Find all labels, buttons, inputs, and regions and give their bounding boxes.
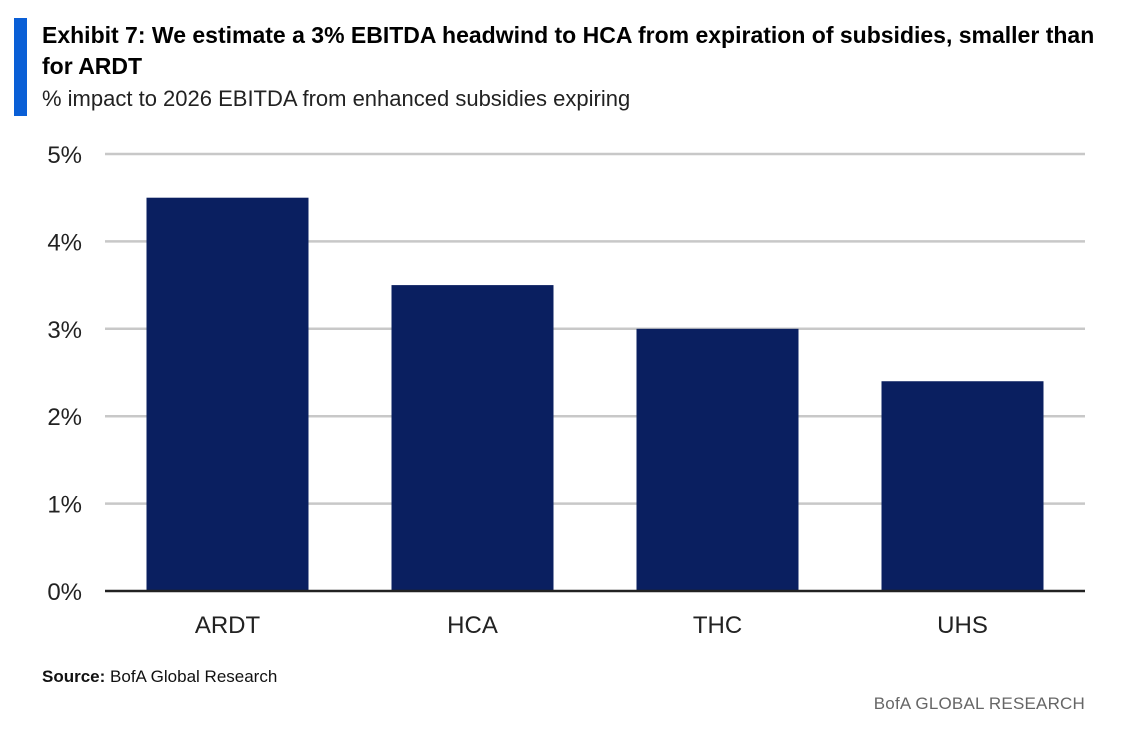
bar [146,197,309,591]
y-tick-label: 4% [47,229,82,256]
source-note: Source: BofA Global Research [42,667,277,687]
y-tick-label: 5% [47,142,82,169]
x-tick-label: ARDT [195,612,261,639]
y-tick-label: 1% [47,492,82,519]
bar [881,381,1044,591]
source-text: BofA Global Research [110,667,278,686]
y-tick-label: 0% [47,579,82,606]
x-tick-label: UHS [937,612,988,639]
brand-watermark: BofA GLOBAL RESEARCH [873,694,1085,713]
bar [391,285,554,591]
chart-title: Exhibit 7: We estimate a 3% EBITDA headw… [42,22,1095,79]
bar [636,328,799,591]
x-tick-label: THC [693,612,742,639]
y-tick-label: 2% [47,404,82,431]
x-tick-label: HCA [447,612,498,639]
accent-bar [14,18,27,116]
chart-subtitle: % impact to 2026 EBITDA from enhanced su… [42,86,631,111]
source-label: Source: [42,667,106,686]
y-tick-label: 3% [47,317,82,344]
